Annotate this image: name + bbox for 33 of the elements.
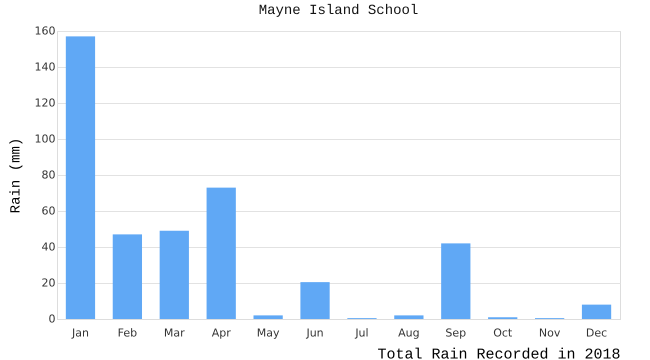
y-tick-label: 0 <box>48 312 56 326</box>
y-tick-label: 60 <box>42 204 56 218</box>
x-tick-label: Aug <box>398 326 420 340</box>
chart-title: Mayne Island School <box>258 3 418 19</box>
x-tick-label: Sep <box>445 326 466 340</box>
bar <box>582 304 612 319</box>
bar <box>160 230 189 319</box>
y-tick-label: 160 <box>34 24 56 38</box>
bar <box>394 315 424 319</box>
x-tick-label: Mar <box>164 326 186 340</box>
bar <box>441 243 470 319</box>
y-tick-label: 120 <box>34 96 56 110</box>
x-tick-label: Jan <box>70 326 89 340</box>
y-tick-label: 140 <box>34 60 56 74</box>
x-tick-label: Nov <box>538 326 561 340</box>
x-axis-title: Total Rain Recorded in 2018 <box>377 346 620 360</box>
x-tick-label: Jul <box>354 326 369 340</box>
x-tick-label: May <box>256 326 280 340</box>
y-axis-title: Rain (mm) <box>8 138 25 214</box>
y-tick-label: 100 <box>34 132 56 146</box>
y-tick-label: 20 <box>42 276 56 290</box>
bar <box>253 315 283 319</box>
bar <box>112 234 142 319</box>
x-tick-label: Oct <box>493 326 513 340</box>
x-tick-label: Jun <box>305 326 324 340</box>
x-tick-label: Apr <box>212 326 232 340</box>
y-tick-label: 80 <box>42 168 56 182</box>
bar <box>300 282 330 319</box>
x-tick-label: Dec <box>586 326 608 340</box>
bar <box>66 36 96 319</box>
y-tick-label: 40 <box>42 240 56 254</box>
bar <box>206 188 236 319</box>
x-tick-label: Feb <box>118 326 138 340</box>
